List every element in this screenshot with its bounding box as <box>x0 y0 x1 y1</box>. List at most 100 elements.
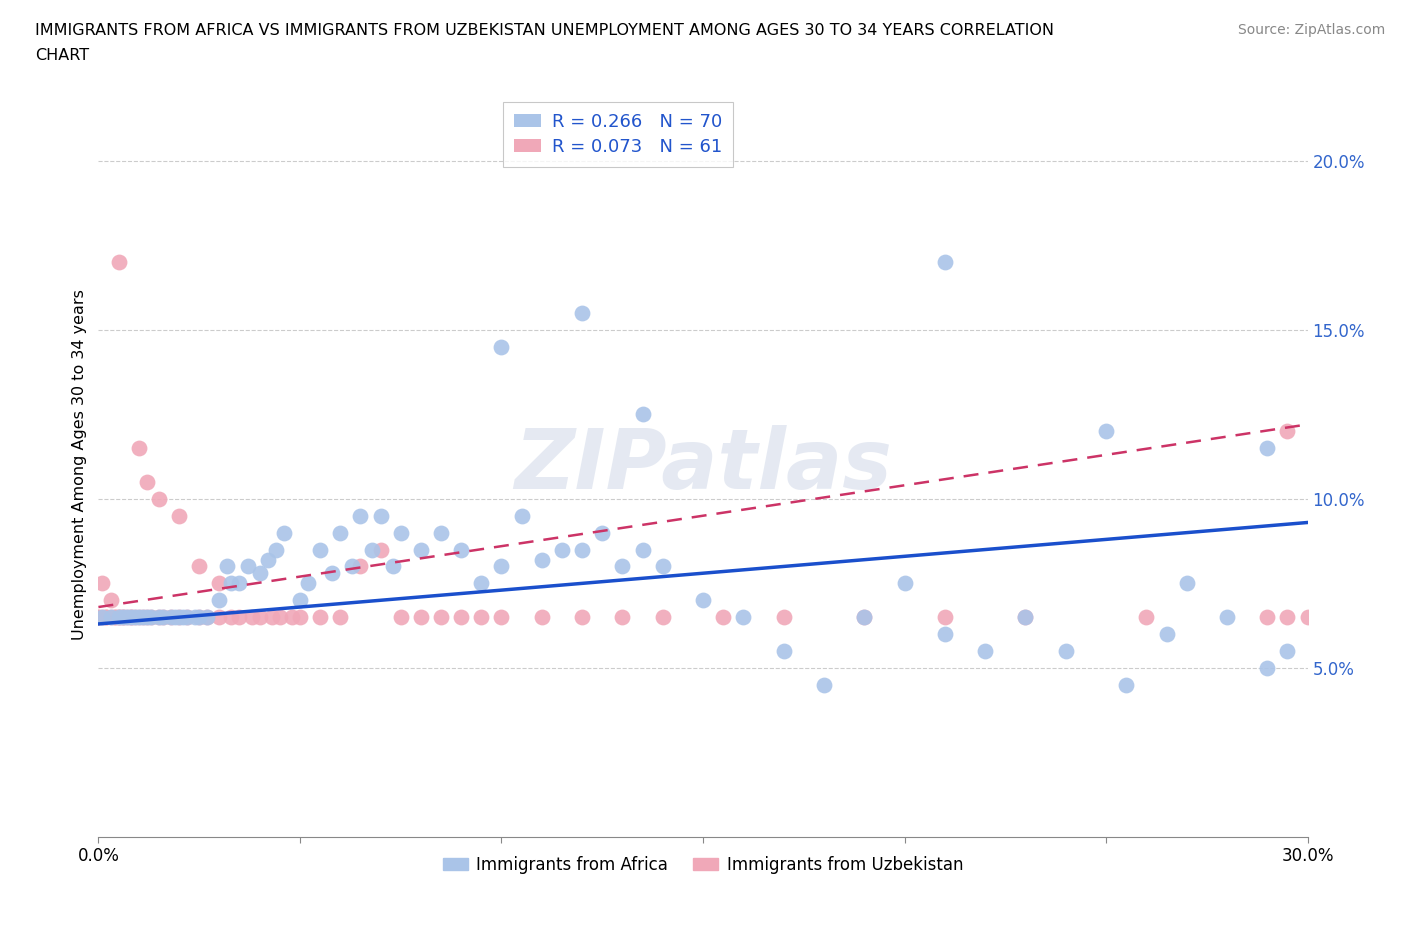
Point <box>470 610 492 625</box>
Point <box>167 509 190 524</box>
Point <box>115 610 138 625</box>
Point <box>128 610 150 625</box>
Point <box>124 610 146 625</box>
Point <box>160 610 183 625</box>
Point <box>409 610 432 625</box>
Point <box>430 525 453 540</box>
Point <box>491 339 513 354</box>
Point <box>107 610 129 625</box>
Point <box>132 610 155 625</box>
Point <box>893 576 915 591</box>
Point <box>221 610 243 625</box>
Point <box>530 552 553 567</box>
Point <box>188 610 211 625</box>
Point <box>195 610 218 625</box>
Point <box>1256 441 1278 456</box>
Point <box>256 552 278 567</box>
Point <box>591 525 613 540</box>
Point <box>195 610 218 625</box>
Point <box>309 542 332 557</box>
Point <box>612 610 634 625</box>
Point <box>381 559 404 574</box>
Point <box>321 565 343 580</box>
Point <box>139 610 162 625</box>
Point <box>711 610 734 625</box>
Point <box>974 644 997 658</box>
Point <box>111 610 134 625</box>
Point <box>1135 610 1157 625</box>
Point <box>733 610 755 625</box>
Point <box>236 559 259 574</box>
Point <box>281 610 304 625</box>
Point <box>853 610 876 625</box>
Point <box>184 610 207 625</box>
Point <box>389 525 412 540</box>
Point <box>530 610 553 625</box>
Text: Source: ZipAtlas.com: Source: ZipAtlas.com <box>1237 23 1385 37</box>
Point <box>1014 610 1036 625</box>
Point <box>100 610 122 625</box>
Point <box>370 542 392 557</box>
Point <box>167 610 190 625</box>
Point <box>240 610 263 625</box>
Point <box>91 610 114 625</box>
Point <box>288 592 311 607</box>
Point <box>100 610 122 625</box>
Point <box>631 542 654 557</box>
Point <box>692 592 714 607</box>
Point <box>139 610 162 625</box>
Point <box>148 610 170 625</box>
Point <box>612 559 634 574</box>
Point <box>228 610 250 625</box>
Point <box>1296 610 1319 625</box>
Point <box>651 610 673 625</box>
Point <box>342 559 364 574</box>
Point <box>120 610 142 625</box>
Point <box>208 576 231 591</box>
Point <box>361 542 384 557</box>
Point <box>510 509 533 524</box>
Point <box>172 610 194 625</box>
Point <box>1095 424 1118 439</box>
Point <box>115 610 138 625</box>
Point <box>100 592 122 607</box>
Point <box>772 610 794 625</box>
Point <box>491 610 513 625</box>
Point <box>103 610 125 625</box>
Point <box>491 559 513 574</box>
Point <box>1256 660 1278 675</box>
Point <box>571 542 593 557</box>
Point <box>571 610 593 625</box>
Point <box>1115 677 1137 692</box>
Point <box>370 509 392 524</box>
Point <box>273 525 295 540</box>
Point <box>297 576 319 591</box>
Point <box>120 610 142 625</box>
Point <box>135 610 157 625</box>
Point <box>87 610 110 625</box>
Point <box>269 610 291 625</box>
Point <box>208 610 231 625</box>
Point <box>152 610 174 625</box>
Point <box>470 576 492 591</box>
Point <box>934 255 956 270</box>
Point <box>934 610 956 625</box>
Point <box>1277 610 1299 625</box>
Point <box>87 610 110 625</box>
Point <box>91 576 114 591</box>
Y-axis label: Unemployment Among Ages 30 to 34 years: Unemployment Among Ages 30 to 34 years <box>72 289 87 641</box>
Point <box>160 610 183 625</box>
Point <box>349 509 371 524</box>
Point <box>120 610 142 625</box>
Point <box>111 610 134 625</box>
Text: ZIPatlas: ZIPatlas <box>515 424 891 506</box>
Point <box>1277 644 1299 658</box>
Point <box>228 576 250 591</box>
Point <box>221 576 243 591</box>
Point <box>128 441 150 456</box>
Point <box>124 610 146 625</box>
Point <box>631 406 654 421</box>
Point <box>1175 576 1198 591</box>
Point <box>111 610 134 625</box>
Point <box>309 610 332 625</box>
